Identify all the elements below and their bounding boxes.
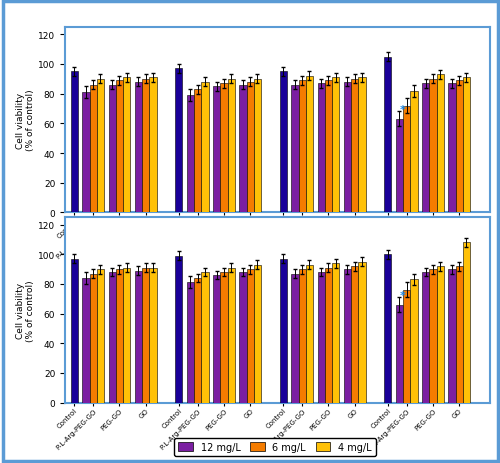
Bar [97, 80, 104, 213]
Bar [429, 80, 436, 213]
Bar [187, 283, 194, 403]
Bar [70, 72, 78, 213]
Bar [246, 269, 254, 403]
Bar [187, 96, 194, 213]
Bar [384, 57, 392, 213]
Bar [116, 269, 123, 403]
Bar [254, 80, 261, 213]
Bar [240, 272, 246, 403]
Bar [228, 80, 235, 213]
Bar [325, 268, 332, 403]
Bar [116, 81, 123, 213]
Bar [403, 106, 410, 213]
Bar [332, 78, 340, 213]
Bar [108, 272, 116, 403]
Bar [90, 86, 97, 213]
Bar [254, 265, 261, 403]
Bar [202, 82, 208, 213]
Bar [280, 72, 287, 213]
Bar [90, 274, 97, 403]
Bar [422, 84, 429, 213]
Bar [436, 75, 444, 213]
Bar [448, 269, 456, 403]
Bar [396, 305, 403, 403]
Bar [175, 256, 182, 403]
Bar [351, 267, 358, 403]
Bar [135, 271, 142, 403]
Text: *: * [400, 105, 406, 115]
Bar [220, 84, 228, 213]
Bar [456, 81, 463, 213]
Bar [344, 82, 351, 213]
Bar [194, 278, 202, 403]
Bar [123, 268, 130, 403]
Bar [142, 80, 150, 213]
Bar [292, 274, 298, 403]
Bar [97, 269, 104, 403]
Bar [448, 84, 456, 213]
Bar [306, 265, 313, 403]
Legend: 12 mg/L, 6 mg/L, 4 mg/L: 12 mg/L, 6 mg/L, 4 mg/L [174, 438, 376, 456]
Bar [344, 269, 351, 403]
Bar [422, 272, 429, 403]
Bar [403, 290, 410, 403]
Bar [213, 275, 220, 403]
Bar [142, 268, 150, 403]
Bar [351, 80, 358, 213]
Bar [318, 272, 325, 403]
Bar [150, 268, 156, 403]
Bar [228, 268, 235, 403]
Bar [325, 81, 332, 213]
Bar [306, 77, 313, 213]
Bar [70, 259, 78, 403]
Bar [436, 267, 444, 403]
Bar [150, 78, 156, 213]
Y-axis label: Cell viability
(% of control): Cell viability (% of control) [16, 90, 35, 151]
Bar [463, 78, 470, 213]
Bar [298, 81, 306, 213]
Bar [384, 255, 392, 403]
Bar [396, 119, 403, 213]
Bar [410, 92, 418, 213]
Text: MCF10A: MCF10A [403, 305, 451, 315]
Bar [220, 272, 228, 403]
Bar [194, 90, 202, 213]
Bar [358, 262, 366, 403]
Bar [175, 69, 182, 213]
Bar [280, 259, 287, 403]
Text: 72 h: 72 h [310, 305, 336, 315]
Bar [82, 93, 89, 213]
Bar [123, 78, 130, 213]
Bar [456, 267, 463, 403]
Bar [213, 87, 220, 213]
Y-axis label: Cell viability
(% of control): Cell viability (% of control) [16, 280, 35, 341]
Bar [429, 269, 436, 403]
Text: 48 h: 48 h [206, 305, 231, 315]
Bar [463, 243, 470, 403]
Text: *: * [400, 291, 406, 300]
Bar [135, 82, 142, 213]
Bar [202, 272, 208, 403]
Text: 24 h: 24 h [101, 305, 126, 315]
Bar [82, 278, 89, 403]
Bar [108, 86, 116, 213]
Bar [292, 86, 298, 213]
Bar [410, 280, 418, 403]
Bar [318, 84, 325, 213]
Bar [332, 263, 340, 403]
Bar [240, 86, 246, 213]
Bar [246, 82, 254, 213]
Bar [358, 78, 366, 213]
Bar [298, 269, 306, 403]
